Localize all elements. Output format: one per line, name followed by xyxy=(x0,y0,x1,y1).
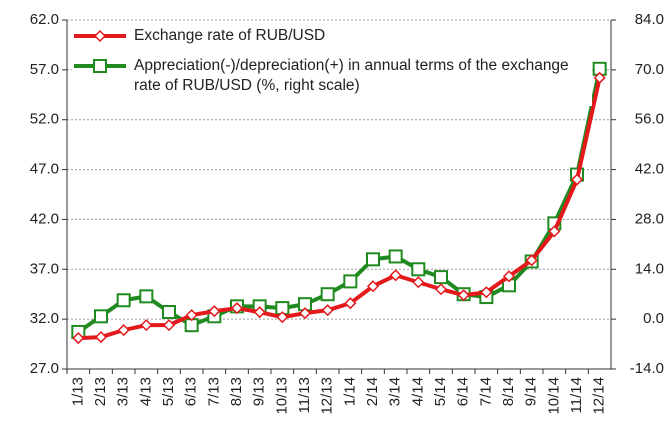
data-point xyxy=(434,270,448,285)
x-tick-label: 8/13 xyxy=(228,377,245,406)
data-point xyxy=(321,304,334,317)
x-tick-label: 6/13 xyxy=(183,377,200,406)
x-tick-label: 10/13 xyxy=(273,377,290,415)
y-tick-label: 57.0 xyxy=(30,61,59,78)
data-point xyxy=(388,249,403,264)
x-tick-label: 3/13 xyxy=(115,377,132,406)
y2-tick-label: 0.0 xyxy=(643,310,664,327)
x-tick-label: 5/14 xyxy=(432,377,449,406)
data-point xyxy=(570,173,584,186)
x-tick-label: 1/13 xyxy=(69,377,86,406)
legend: Exchange rate of RUB/USD Appreciation(-)/… xyxy=(72,26,592,106)
x-tick-label: 2/13 xyxy=(92,377,109,406)
x-tick-label: 4/14 xyxy=(409,377,426,406)
y2-tick-label: 56.0 xyxy=(635,111,664,128)
data-point xyxy=(525,254,538,267)
y-tick-label: 47.0 xyxy=(30,161,59,178)
data-point xyxy=(185,309,198,322)
data-point xyxy=(230,302,244,315)
x-tick-label: 12/14 xyxy=(591,377,608,415)
data-point xyxy=(411,262,426,277)
data-point xyxy=(548,225,561,238)
y-tick-label: 27.0 xyxy=(30,360,59,377)
x-tick-label: 6/14 xyxy=(455,377,472,406)
data-point xyxy=(389,269,402,282)
legend-marker xyxy=(93,29,107,43)
x-tick-label: 4/13 xyxy=(137,377,154,406)
data-point xyxy=(320,287,335,302)
legend-swatch xyxy=(74,29,126,43)
data-point xyxy=(480,286,493,299)
data-point xyxy=(298,307,312,320)
data-point xyxy=(162,319,176,332)
x-tick-label: 5/13 xyxy=(160,377,177,406)
x-tick-label: 1/14 xyxy=(341,377,358,406)
data-point xyxy=(94,331,108,344)
y2-tick-label: 14.0 xyxy=(635,260,664,277)
data-point xyxy=(208,305,221,318)
series-line xyxy=(77,68,602,334)
y2-tick-label: 42.0 xyxy=(635,161,664,178)
x-tick-label: 8/14 xyxy=(500,377,517,406)
y2-tick-label: 28.0 xyxy=(635,210,664,227)
legend-item: Exchange rate of RUB/USD xyxy=(72,26,592,46)
y-tick-label: 62.0 xyxy=(30,11,59,28)
data-point xyxy=(502,270,516,283)
legend-swatch xyxy=(74,59,126,73)
x-tick-label: 3/14 xyxy=(387,377,404,406)
y-tick-label: 32.0 xyxy=(30,310,59,327)
x-tick-label: 7/14 xyxy=(477,377,494,406)
x-tick-label: 9/13 xyxy=(251,377,268,406)
data-point xyxy=(412,276,425,289)
y-tick-label: 42.0 xyxy=(30,210,59,227)
series-line xyxy=(78,77,602,341)
x-tick-label: 9/14 xyxy=(523,377,540,406)
data-point xyxy=(366,252,380,267)
x-tick-label: 10/14 xyxy=(545,377,562,415)
data-point xyxy=(72,332,85,345)
data-point xyxy=(116,293,131,308)
data-point xyxy=(366,280,380,293)
y2-tick-label: 70.0 xyxy=(635,61,664,78)
x-tick-label: 2/14 xyxy=(364,377,381,406)
data-point xyxy=(593,71,606,84)
data-point xyxy=(344,297,357,310)
x-tick-label: 12/13 xyxy=(319,377,336,415)
data-point xyxy=(140,319,153,332)
y2-tick-label: -14.0 xyxy=(630,360,664,377)
x-tick-label: 11/13 xyxy=(296,377,313,413)
data-point xyxy=(94,309,108,324)
data-point xyxy=(343,274,358,289)
legend-label: Exchange rate of RUB/USD xyxy=(134,27,326,44)
y2-tick-label: 84.0 xyxy=(635,11,664,28)
data-point xyxy=(276,311,289,324)
data-point xyxy=(139,289,154,304)
y-tick-label: 37.0 xyxy=(30,260,59,277)
y-tick-label: 52.0 xyxy=(30,111,59,128)
data-point xyxy=(117,324,130,337)
x-tick-label: 7/13 xyxy=(205,377,222,406)
legend-label: Appreciation(-)/depreciation(+) in annua… xyxy=(134,57,569,94)
x-tick-label: 11/14 xyxy=(568,377,585,413)
legend-marker xyxy=(93,59,107,73)
data-point xyxy=(457,289,470,302)
legend-item: Appreciation(-)/depreciation(+) in annua… xyxy=(72,56,592,96)
data-point xyxy=(162,305,176,320)
data-point xyxy=(253,306,266,319)
data-point xyxy=(434,283,448,296)
